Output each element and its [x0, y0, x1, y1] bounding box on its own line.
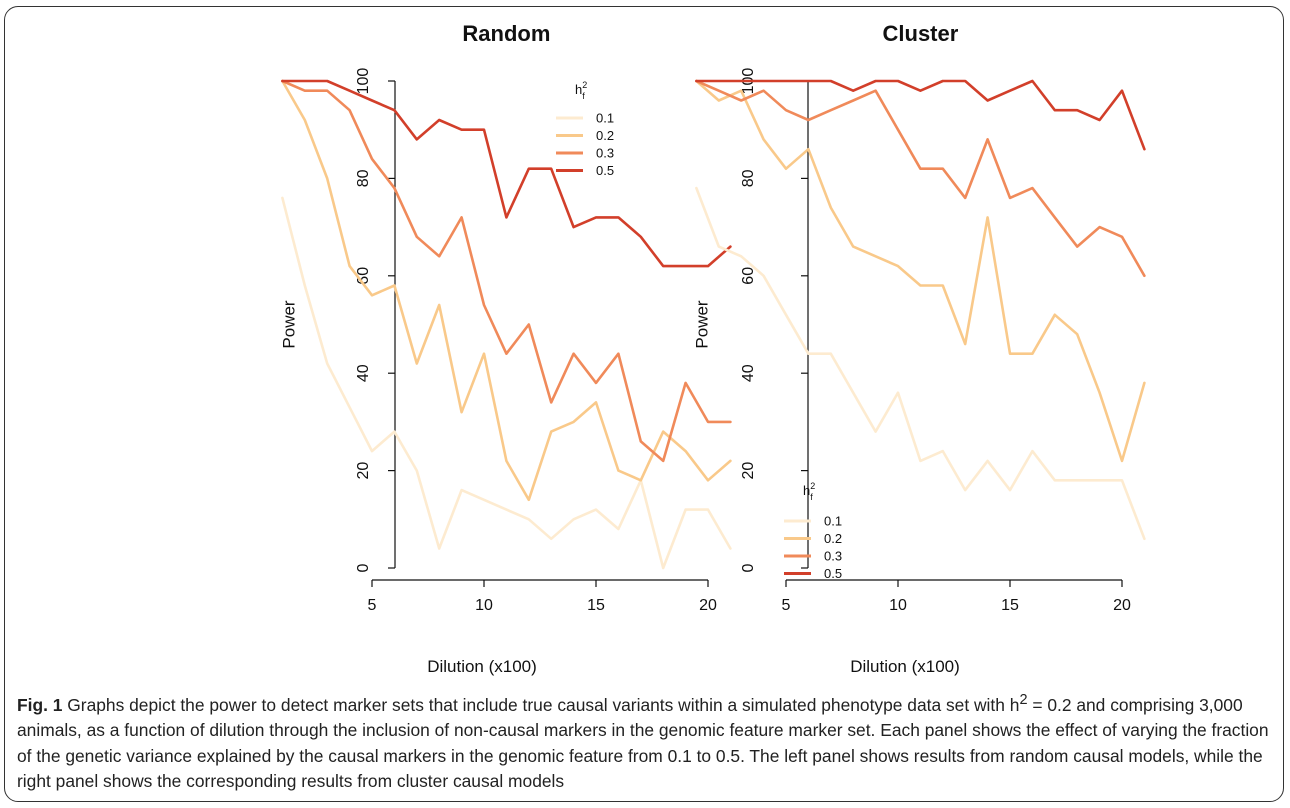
legend-label: 0.1 — [596, 111, 614, 126]
caption-label: Fig. 1 — [17, 694, 63, 715]
y-tick-label: 80 — [740, 169, 757, 187]
series-line-0.1 — [695, 186, 1146, 541]
y-tick-label: 40 — [355, 364, 372, 382]
y-tick-label: 40 — [740, 364, 757, 382]
legend-label: 0.2 — [824, 531, 842, 546]
legend: h2 f 0.1 0.2 0.3 0.5 — [784, 481, 842, 581]
panel-title: Random — [462, 21, 550, 46]
x-axis-label: Dilution (x100) — [850, 657, 960, 676]
y-tick-label: 60 — [740, 267, 757, 285]
x-tick-label: 15 — [587, 597, 605, 614]
legend-label: 0.5 — [824, 566, 842, 581]
legend-label: 0.1 — [824, 514, 842, 529]
series-line-0.2 — [695, 79, 1146, 463]
caption-text-part1: Graphs depict the power to detect marker… — [62, 694, 1020, 715]
series-line-0.2 — [281, 79, 732, 502]
legend-title: h2 f — [803, 481, 815, 502]
caption-text-part2: = 0.2 and comprising 3,000 animals, as a… — [17, 694, 1269, 792]
figure-caption: Fig. 1 Graphs depict the power to detect… — [17, 688, 1272, 795]
y-tick-label: 20 — [355, 462, 372, 480]
figure-frame — [4, 6, 1284, 802]
legend-title: h2 f — [575, 80, 587, 101]
series-line-0.5 — [695, 79, 1146, 151]
y-tick-label: 20 — [740, 462, 757, 480]
x-tick-label: 20 — [699, 597, 717, 614]
x-tick-label: 10 — [475, 597, 493, 614]
x-tick-label: 15 — [1001, 597, 1019, 614]
x-tick-label: 5 — [782, 597, 791, 614]
series-line-0.3 — [695, 79, 1146, 278]
y-tick-label: 0 — [740, 563, 757, 572]
y-tick-label: 100 — [355, 68, 372, 95]
series-line-0.3 — [281, 79, 732, 463]
x-axis-label: Dilution (x100) — [427, 657, 537, 676]
y-tick-label: 0 — [355, 563, 372, 572]
legend-label: 0.3 — [596, 146, 614, 161]
y-tick-label: 80 — [355, 169, 372, 187]
caption-superscript: 2 — [1019, 692, 1028, 708]
x-tick-label: 5 — [368, 597, 377, 614]
x-tick-label: 10 — [889, 597, 907, 614]
series-line-0.1 — [281, 196, 732, 570]
legend-label: 0.3 — [824, 549, 842, 564]
y-axis-label: Power — [692, 300, 711, 349]
legend-label: 0.5 — [596, 163, 614, 178]
legend-label: 0.2 — [596, 128, 614, 143]
x-tick-label: 20 — [1113, 597, 1131, 614]
legend: h2 f 0.1 0.2 0.3 0.5 — [556, 80, 614, 178]
panel-title: Cluster — [883, 21, 959, 46]
y-axis-label: Power — [279, 300, 298, 349]
series-line-0.5 — [281, 79, 732, 268]
